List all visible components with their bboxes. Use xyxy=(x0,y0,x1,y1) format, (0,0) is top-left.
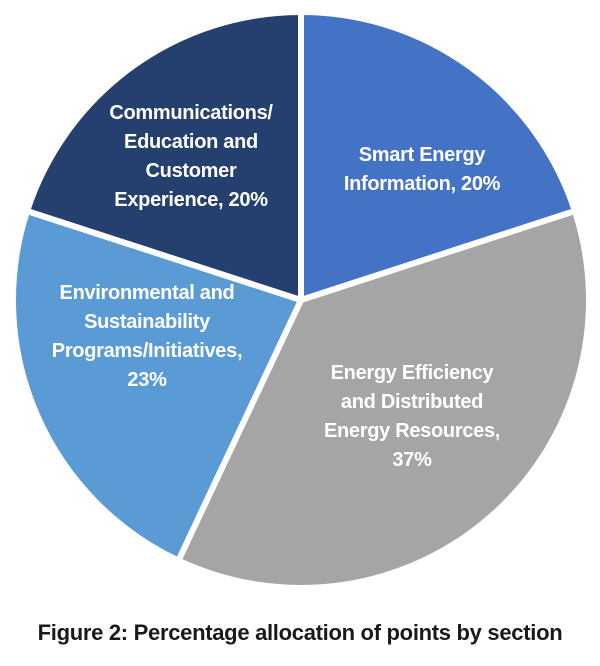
pie-slice-3 xyxy=(24,9,304,303)
pie-chart: Smart Energy Information, 20% Energy Eff… xyxy=(10,9,592,591)
pie-svg xyxy=(10,9,592,591)
pie-slice-0 xyxy=(298,9,578,303)
pie-slice-2 xyxy=(10,208,304,564)
figure-caption: Figure 2: Percentage allocation of point… xyxy=(37,620,563,645)
pie-slice-1 xyxy=(175,208,592,591)
